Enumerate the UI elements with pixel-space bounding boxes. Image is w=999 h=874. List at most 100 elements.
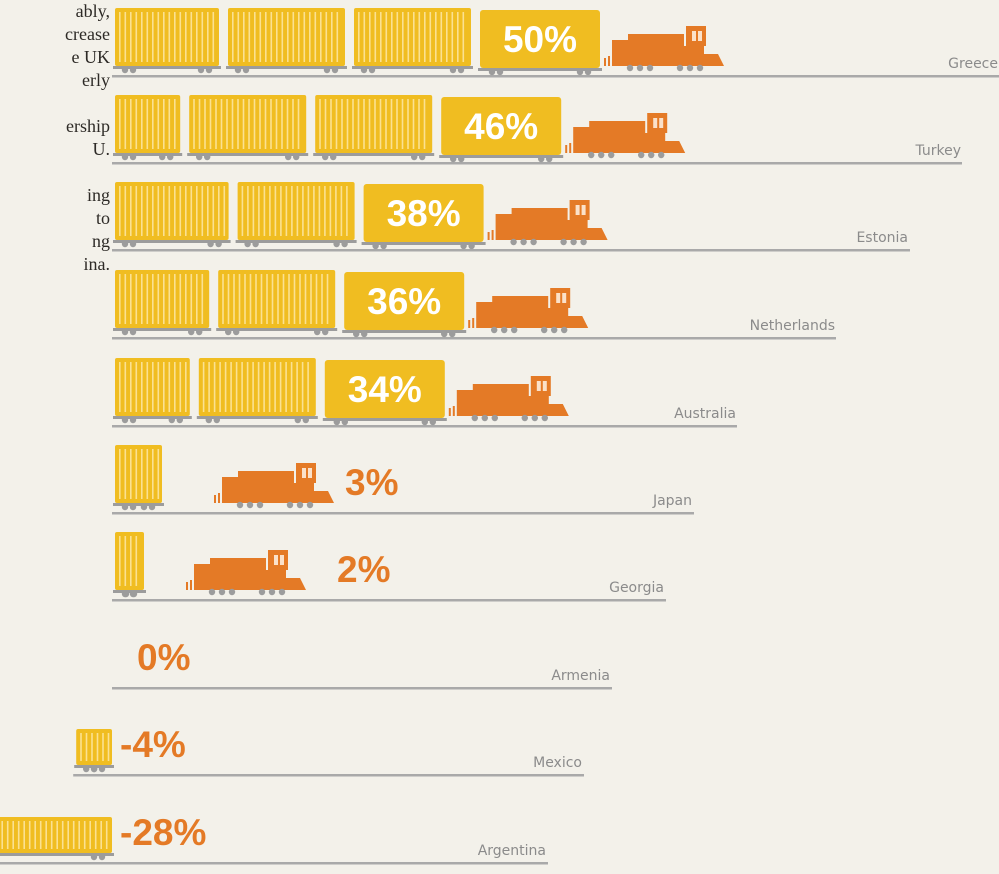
wheel [225,328,232,336]
boxcar-rib [6,821,9,849]
cab-window [536,381,541,391]
cab-window [698,31,702,41]
intro-text: ably, crease e UK erly ership U. ing to ng ina. [0,0,110,276]
wheel [90,853,98,861]
boxcar-rib [423,99,426,149]
boxcar-rib [391,12,393,62]
boxcar-rib [380,12,382,62]
boxcar-rib [119,99,121,149]
boxcar-rib [282,274,285,324]
wheel [121,503,129,511]
boxcar-rib [396,12,399,62]
boxcar-rib [301,362,304,412]
boxcar-rib [233,274,235,324]
boxcar-rib [119,186,121,236]
locomotive [612,34,724,66]
boxcar-rib [196,186,198,236]
boxcar-rib [335,186,337,236]
boxcar-rib [315,274,318,324]
boxcar-rib [297,99,300,149]
value-label: 38% [387,193,461,234]
track-line [112,687,612,690]
boxcar-rib [335,99,338,149]
cab-window [659,118,664,128]
wheel [314,328,321,336]
wheel [421,418,428,426]
boxcar-rib [196,12,198,62]
boxcar-rib [331,12,333,62]
boxcar-rib [307,186,310,236]
wheel [560,238,567,246]
boxcar-rib [235,362,238,412]
boxcar-rib [146,362,149,412]
boxcar-rib [157,449,160,499]
wheel [411,153,418,161]
boxcar-rib [280,186,282,236]
cab-window [308,468,312,478]
boxcar-chassis [187,153,309,156]
boxcar-rib [363,12,366,62]
boxcar-rib [28,821,31,849]
coupler [565,145,568,153]
boxcar-rib [124,99,127,149]
wheel [580,238,587,246]
boxcar-rib [291,186,293,236]
boxcar-rib [130,274,132,324]
locomotive [573,121,686,153]
value-car [324,360,445,418]
boxcar [228,8,345,66]
boxcar-rib [288,274,290,324]
boxcar-rib [80,733,82,761]
boxcar-rib [264,99,267,149]
boxcar-rib [413,12,415,62]
intro-line: ership [66,116,110,136]
track-line [112,512,694,515]
boxcar-rib [185,362,187,412]
boxcar-rib [252,186,255,236]
wheel [121,240,129,248]
wheel [530,238,537,246]
locomotive [194,558,306,590]
locomotive [456,384,569,416]
boxcar-rib [196,274,198,324]
boxcar-rib [130,99,132,149]
boxcar-rib [130,449,132,499]
wheel [511,326,518,334]
boxcar-rib [296,362,298,412]
value-label: 0% [137,637,190,678]
boxcar-rib [130,12,132,62]
boxcar-rib [224,362,227,412]
intro-line: ng [92,231,110,251]
wheel [468,242,475,250]
boxcar-rib [168,99,171,149]
country-label: Georgia [609,580,664,596]
boxcar-rib [201,12,204,62]
boxcar-rib [451,12,454,62]
track-line [112,249,910,252]
boxcar [218,270,336,328]
boxcar-rib [270,99,272,149]
boxcar-rib [259,12,262,62]
boxcar-rib [258,186,260,236]
wheel [333,240,340,248]
boxcar-rib [270,12,273,62]
boxcar-rib [215,99,217,149]
wheel [129,153,137,161]
wheel [121,328,129,336]
boxcar-rib [124,274,127,324]
boxcar-rib [276,12,278,62]
boxcar-rib [220,99,223,149]
boxcar-rib [374,99,376,149]
boxcar-rib [141,274,143,324]
wheel [322,328,329,336]
boxcar-rib [152,99,154,149]
boxcar-rib [174,12,176,62]
wheel [450,155,457,163]
boxcar-rib [119,12,121,62]
cab-window [692,31,696,41]
boxcar-rib [135,12,138,62]
boxcar-chassis [196,416,318,419]
wheel [608,151,615,159]
wheel [204,153,211,161]
intro-line: ina. [83,254,111,274]
